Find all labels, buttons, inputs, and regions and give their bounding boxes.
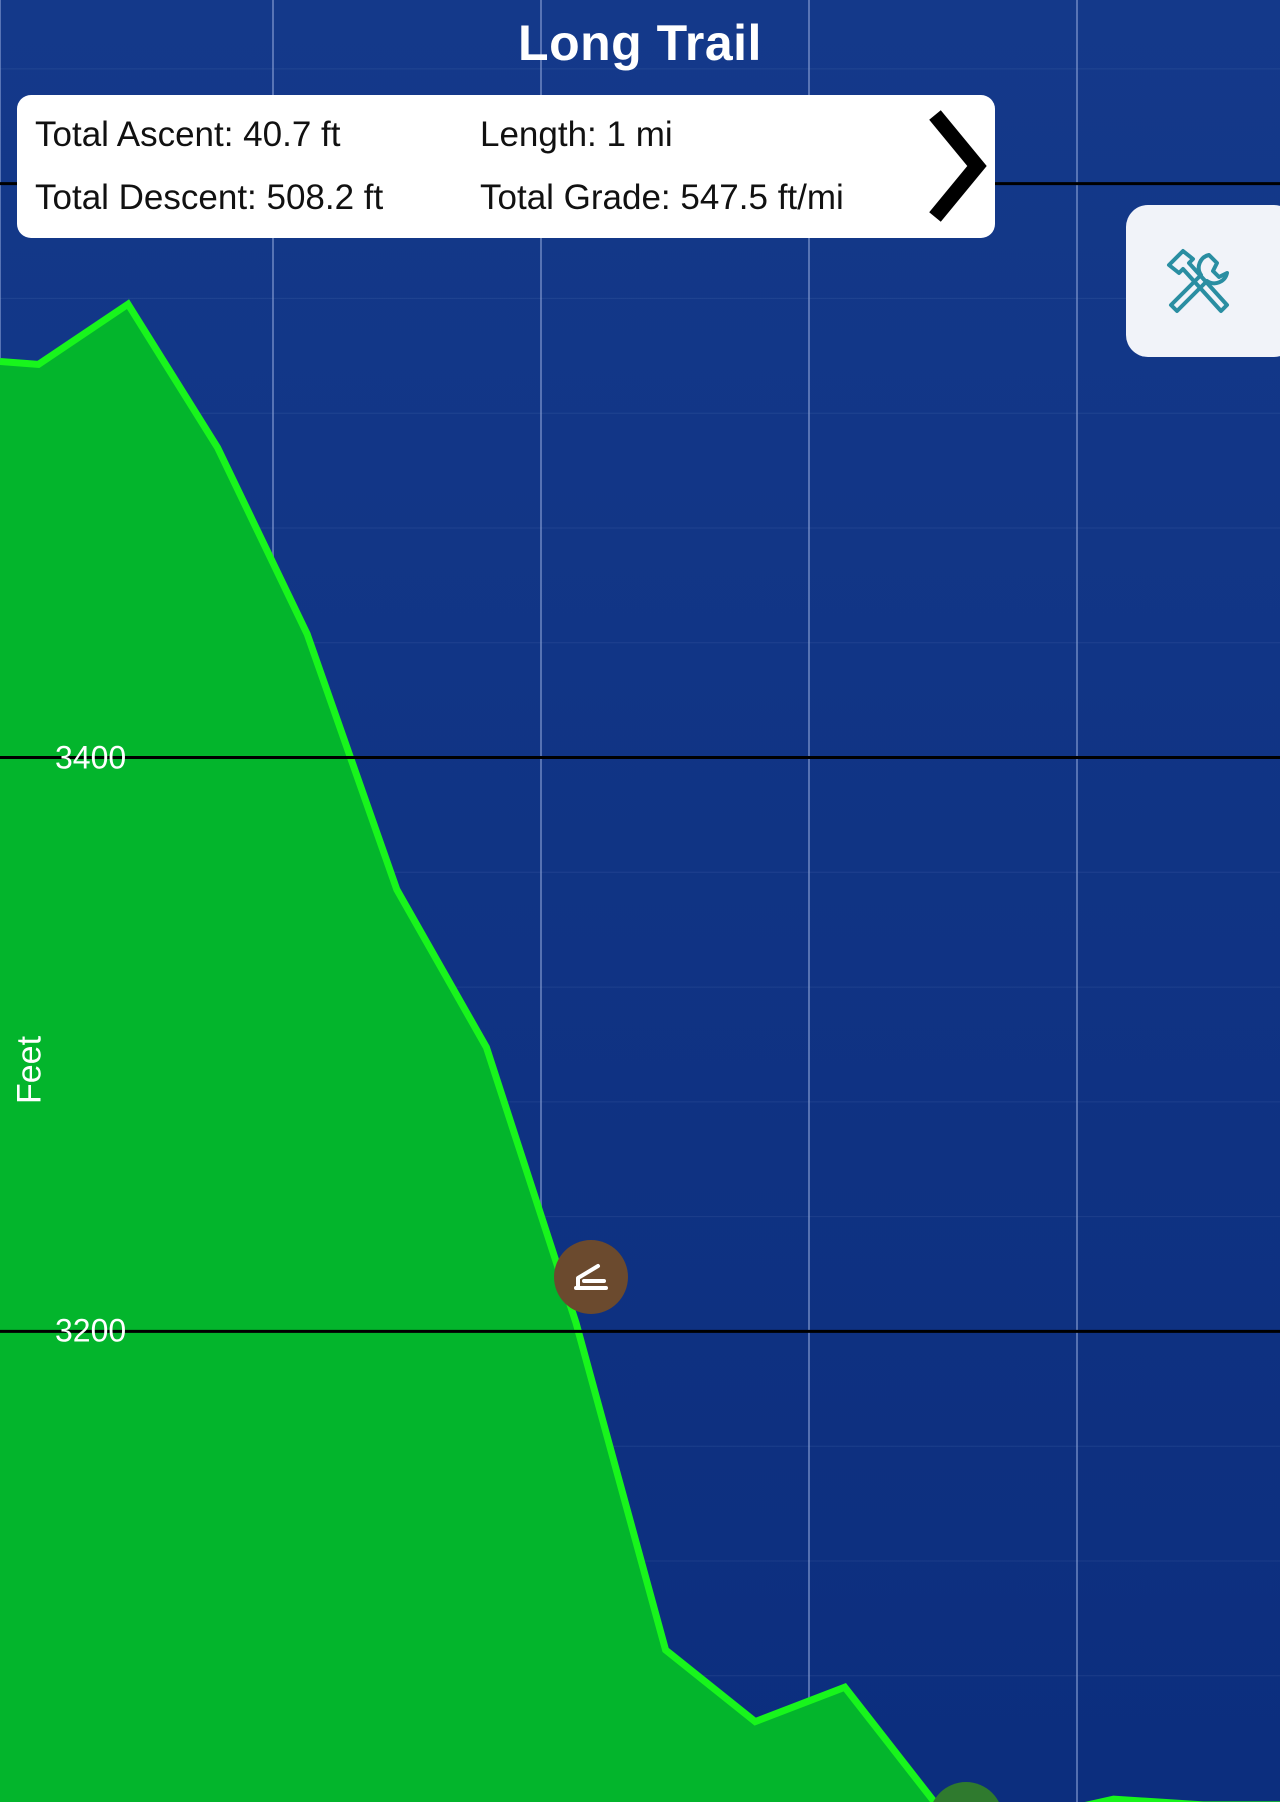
area-layer: [0, 299, 1280, 1802]
chevron-right-icon: [929, 110, 987, 222]
total-grade-stat: Total Grade: 547.5 ft/mi: [480, 178, 844, 217]
total-descent-stat: Total Descent: 508.2 ft: [35, 178, 384, 217]
y-axis-title: Feet: [10, 1035, 49, 1105]
page-title: Long Trail: [518, 15, 762, 71]
total-ascent-stat: Total Ascent: 40.7 ft: [35, 115, 341, 154]
length-stat: Length: 1 mi: [480, 115, 673, 154]
tools-button[interactable]: [1126, 205, 1280, 357]
y-tick-label: 3400: [55, 739, 127, 776]
elevation-area-fill: [0, 304, 1159, 1802]
trail-stats-card[interactable]: Total Ascent: 40.7 ft Total Descent: 508…: [17, 95, 995, 238]
landmark-marker[interactable]: [554, 1239, 629, 1314]
expand-stats-button[interactable]: [923, 109, 987, 224]
camera-icon: [929, 1782, 1003, 1802]
y-tick-label: 3200: [55, 1312, 127, 1349]
landmark-icon: [574, 1263, 609, 1290]
photo-marker[interactable]: [929, 1782, 1004, 1802]
hammer-wrench-icon: [1167, 249, 1229, 313]
elevation-line: [0, 299, 1280, 1802]
